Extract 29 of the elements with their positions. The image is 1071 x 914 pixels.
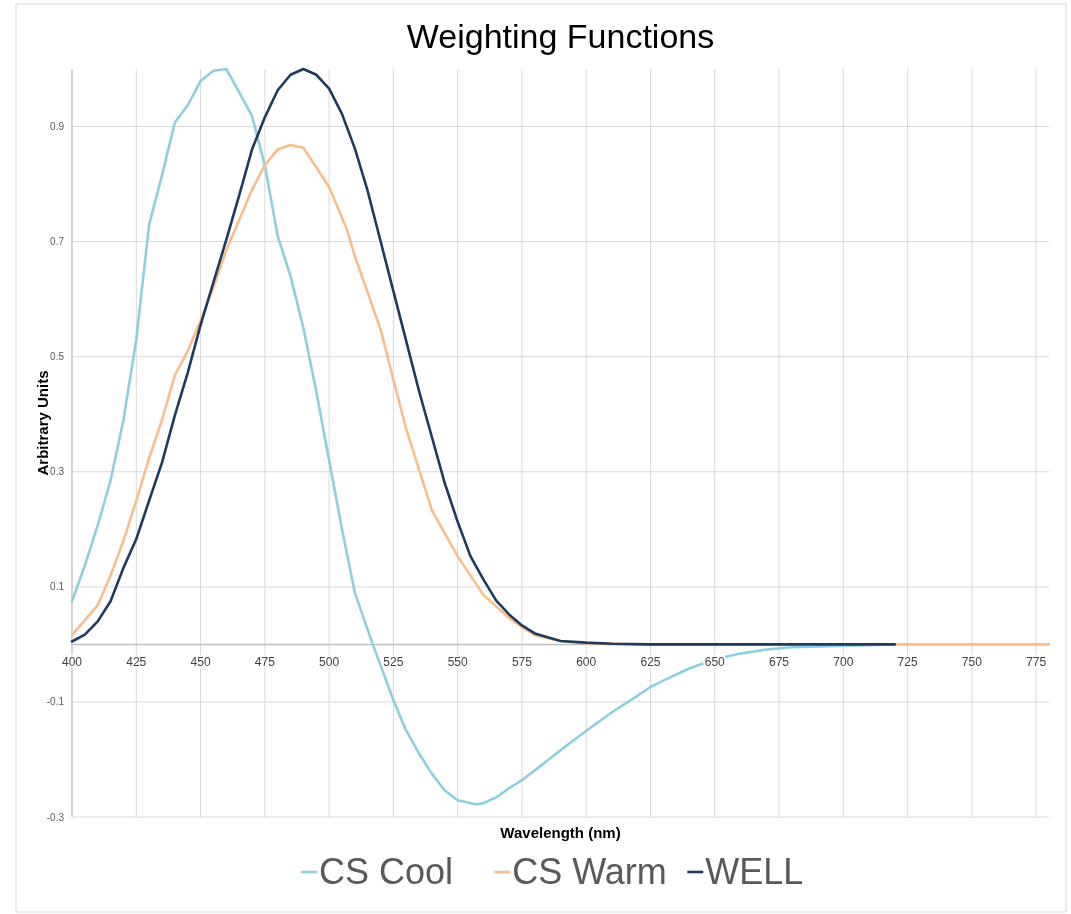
x-tick-label: 625: [640, 655, 661, 670]
x-tick-label: 500: [319, 655, 340, 670]
x-tick-label: 450: [190, 655, 211, 670]
x-tick-label: 700: [833, 655, 854, 670]
y-tick-label: 0.3: [50, 466, 65, 478]
y-tick-label: 0.5: [50, 351, 65, 363]
y-axis-title: Arbitrary Units: [34, 370, 51, 476]
x-tick-label: 725: [897, 655, 918, 670]
legend-label: CS Warm: [512, 851, 667, 892]
x-tick-label: 750: [961, 655, 983, 670]
x-tick-label: 600: [576, 655, 597, 670]
y-tick-label: 0.7: [50, 236, 65, 248]
y-tick-label: -0.3: [46, 811, 65, 823]
y-tick-label: -0.1: [46, 696, 65, 708]
line-series: [70, 67, 897, 646]
chart-title: Weighting Functions: [406, 17, 715, 55]
x-tick-label: 425: [126, 655, 147, 670]
x-tick-label: 475: [254, 655, 276, 670]
x-tick-label: 400: [61, 655, 83, 670]
x-tick-label: 550: [447, 655, 468, 670]
x-tick-label: 675: [769, 655, 790, 670]
x-tick-label: 525: [383, 655, 404, 670]
x-tick-label: 575: [511, 655, 533, 670]
legend-label: WELL: [705, 851, 804, 892]
x-tick-label: 775: [1026, 655, 1047, 670]
y-tick-label: 0.9: [50, 121, 65, 133]
legend-label: CS Cool: [319, 851, 454, 892]
y-tick-label: 0.1: [50, 581, 65, 593]
x-axis-title: Wavelength (nm): [500, 824, 621, 841]
